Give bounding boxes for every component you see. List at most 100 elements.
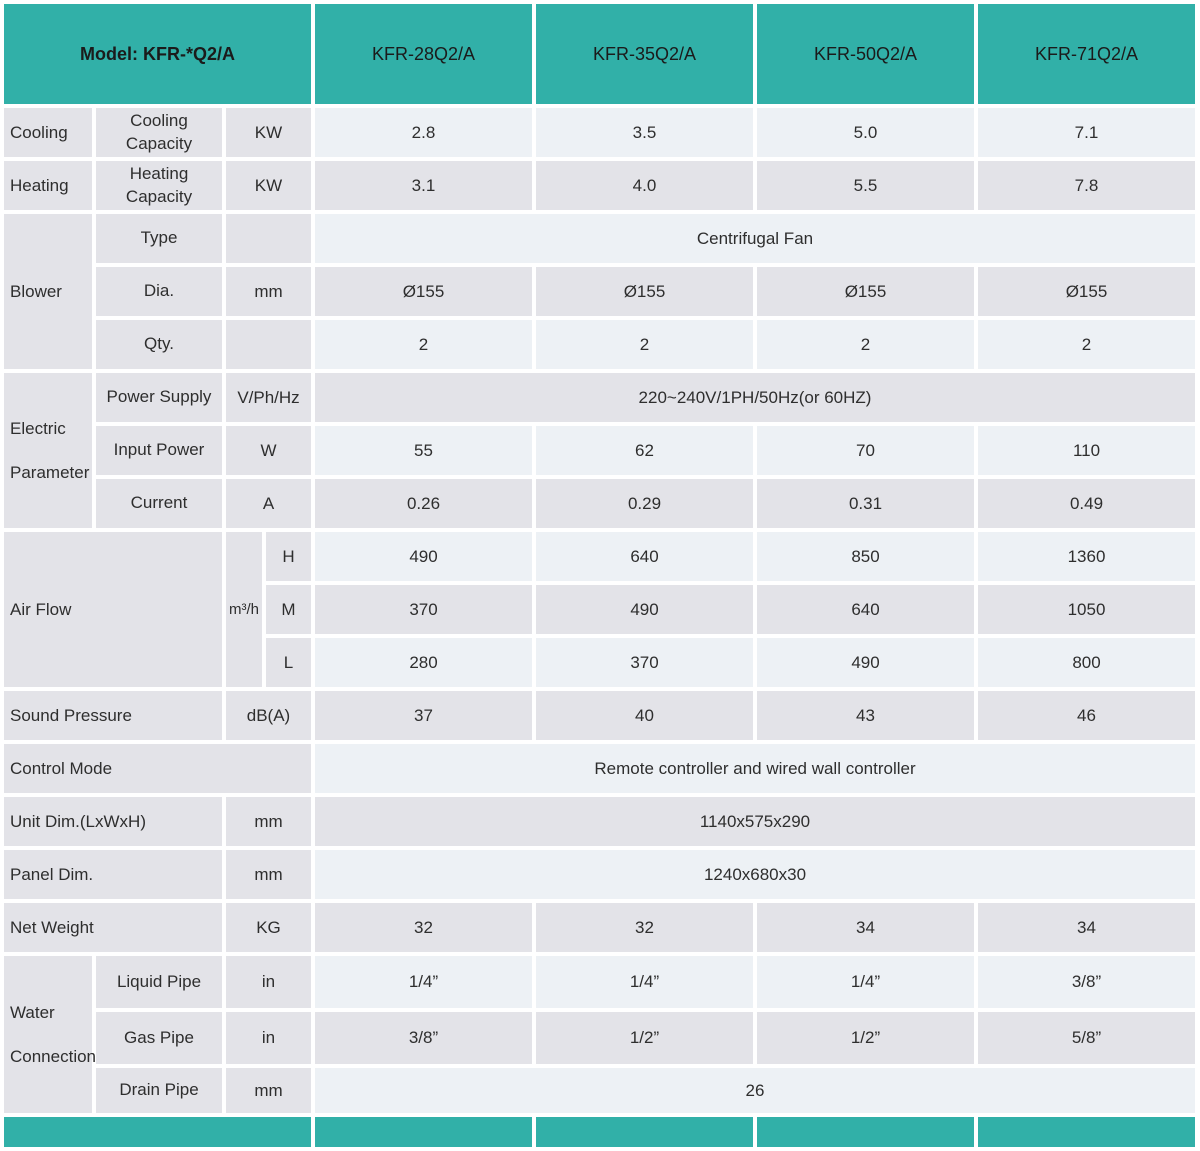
current-value-4: 0.49 <box>978 479 1195 528</box>
net-weight-value-3: 34 <box>757 903 974 952</box>
footer-accent-cell <box>4 1117 311 1147</box>
unit-dim-value: 1140x575x290 <box>315 797 1195 846</box>
current-value-2: 0.29 <box>536 479 753 528</box>
row-heating: Heating Heating Capacity KW 3.1 4.0 5.5 … <box>4 161 1195 210</box>
sound-pressure-value-4: 46 <box>978 691 1195 740</box>
drain-pipe-value: 26 <box>315 1068 1195 1113</box>
blower-dia-value-1: Ø155 <box>315 267 532 316</box>
liquid-pipe-label: Liquid Pipe <box>96 956 222 1008</box>
blower-dia-label: Dia. <box>96 267 222 316</box>
sound-pressure-value-2: 40 <box>536 691 753 740</box>
row-unit-dim: Unit Dim.(LxWxH) mm 1140x575x290 <box>4 797 1195 846</box>
header-column-kfr-35q2a: KFR-35Q2/A <box>536 4 753 104</box>
cooling-value-4: 7.1 <box>978 108 1195 157</box>
power-supply-unit-cell: V/Ph/Hz <box>226 373 311 422</box>
blower-dia-value-2: Ø155 <box>536 267 753 316</box>
airflow-high-label: H <box>266 532 311 581</box>
airflow-low-value-1: 280 <box>315 638 532 687</box>
blower-category-cell: Blower <box>4 214 92 369</box>
gas-pipe-value-3: 1/2” <box>757 1012 974 1064</box>
current-label: Current <box>96 479 222 528</box>
gas-pipe-value-2: 1/2” <box>536 1012 753 1064</box>
row-blower-qty: Qty. 2 2 2 2 <box>4 320 1195 369</box>
gas-pipe-value-4: 5/8” <box>978 1012 1195 1064</box>
blower-qty-unit-cell <box>226 320 311 369</box>
blower-dia-unit-cell: mm <box>226 267 311 316</box>
airflow-high-value-4: 1360 <box>978 532 1195 581</box>
airflow-low-value-3: 490 <box>757 638 974 687</box>
airflow-medium-value-3: 640 <box>757 585 974 634</box>
input-power-unit-cell: W <box>226 426 311 475</box>
airflow-low-value-4: 800 <box>978 638 1195 687</box>
panel-dim-label: Panel Dim. <box>4 850 222 899</box>
header-column-kfr-50q2a: KFR-50Q2/A <box>757 4 974 104</box>
footer-accent-cell <box>757 1117 974 1147</box>
airflow-medium-value-1: 370 <box>315 585 532 634</box>
sound-pressure-unit-cell: dB(A) <box>226 691 311 740</box>
blower-type-label: Type <box>96 214 222 263</box>
airflow-medium-value-4: 1050 <box>978 585 1195 634</box>
header-row: Model: KFR-*Q2/A KFR-28Q2/A KFR-35Q2/A K… <box>4 4 1195 104</box>
sound-pressure-label: Sound Pressure <box>4 691 222 740</box>
row-blower-dia: Dia. mm Ø155 Ø155 Ø155 Ø155 <box>4 267 1195 316</box>
row-panel-dim: Panel Dim. mm 1240x680x30 <box>4 850 1195 899</box>
airflow-low-value-2: 370 <box>536 638 753 687</box>
heating-capacity-label: Heating Capacity <box>96 161 222 210</box>
heating-value-2: 4.0 <box>536 161 753 210</box>
header-column-kfr-71q2a: KFR-71Q2/A <box>978 4 1195 104</box>
airflow-medium-value-2: 490 <box>536 585 753 634</box>
cooling-capacity-label: Cooling Capacity <box>96 108 222 157</box>
header-column-kfr-28q2a: KFR-28Q2/A <box>315 4 532 104</box>
input-power-value-2: 62 <box>536 426 753 475</box>
row-current: Current A 0.26 0.29 0.31 0.49 <box>4 479 1195 528</box>
row-sound-pressure: Sound Pressure dB(A) 37 40 43 46 <box>4 691 1195 740</box>
row-drain-pipe: Drain Pipe mm 26 <box>4 1068 1195 1113</box>
row-gas-pipe: Gas Pipe in 3/8” 1/2” 1/2” 5/8” <box>4 1012 1195 1064</box>
airflow-low-label: L <box>266 638 311 687</box>
blower-qty-label: Qty. <box>96 320 222 369</box>
footer-accent-cell <box>536 1117 753 1147</box>
blower-qty-value-1: 2 <box>315 320 532 369</box>
liquid-pipe-value-3: 1/4” <box>757 956 974 1008</box>
input-power-value-4: 110 <box>978 426 1195 475</box>
row-net-weight: Net Weight KG 32 32 34 34 <box>4 903 1195 952</box>
airflow-category-cell: Air Flow <box>4 532 222 687</box>
row-power-supply: Electric Parameter Power Supply V/Ph/Hz … <box>4 373 1195 528</box>
header-model-cell: Model: KFR-*Q2/A <box>4 4 311 104</box>
liquid-pipe-value-2: 1/4” <box>536 956 753 1008</box>
control-mode-value: Remote controller and wired wall control… <box>315 744 1195 793</box>
drain-pipe-unit-cell: mm <box>226 1068 311 1113</box>
drain-pipe-label: Drain Pipe <box>96 1068 222 1113</box>
current-value-3: 0.31 <box>757 479 974 528</box>
panel-dim-value: 1240x680x30 <box>315 850 1195 899</box>
unit-dim-label: Unit Dim.(LxWxH) <box>4 797 222 846</box>
blower-qty-value-3: 2 <box>757 320 974 369</box>
water-connection-category-cell: Water Connection <box>4 956 96 1113</box>
heating-category-cell: Heating <box>4 161 92 210</box>
blower-dia-value-4: Ø155 <box>978 267 1195 316</box>
gas-pipe-unit-cell: in <box>226 1012 311 1064</box>
row-cooling: Cooling Cooling Capacity KW 2.8 3.5 5.0 … <box>4 108 1195 157</box>
electric-category-cell: Electric Parameter <box>4 373 92 528</box>
gas-pipe-label: Gas Pipe <box>96 1012 222 1064</box>
cooling-unit-cell: KW <box>226 108 311 157</box>
airflow-high-value-2: 640 <box>536 532 753 581</box>
input-power-value-1: 55 <box>315 426 532 475</box>
sound-pressure-value-1: 37 <box>315 691 532 740</box>
blower-qty-value-2: 2 <box>536 320 753 369</box>
row-airflow-high: Air Flow m³/h H 490 640 850 1360 <box>4 532 1195 687</box>
row-airflow-medium: M 370 490 640 1050 <box>4 585 1195 634</box>
blower-type-unit-cell <box>226 214 311 263</box>
sound-pressure-value-3: 43 <box>757 691 974 740</box>
control-mode-label: Control Mode <box>4 744 311 793</box>
net-weight-label: Net Weight <box>4 903 222 952</box>
heating-value-3: 5.5 <box>757 161 974 210</box>
liquid-pipe-value-1: 1/4” <box>315 956 532 1008</box>
panel-dim-unit-cell: mm <box>226 850 311 899</box>
footer-accent-cell <box>978 1117 1195 1147</box>
power-supply-value: 220~240V/1PH/50Hz(or 60HZ) <box>315 373 1195 422</box>
gas-pipe-value-1: 3/8” <box>315 1012 532 1064</box>
cooling-value-2: 3.5 <box>536 108 753 157</box>
cooling-category-cell: Cooling <box>4 108 92 157</box>
